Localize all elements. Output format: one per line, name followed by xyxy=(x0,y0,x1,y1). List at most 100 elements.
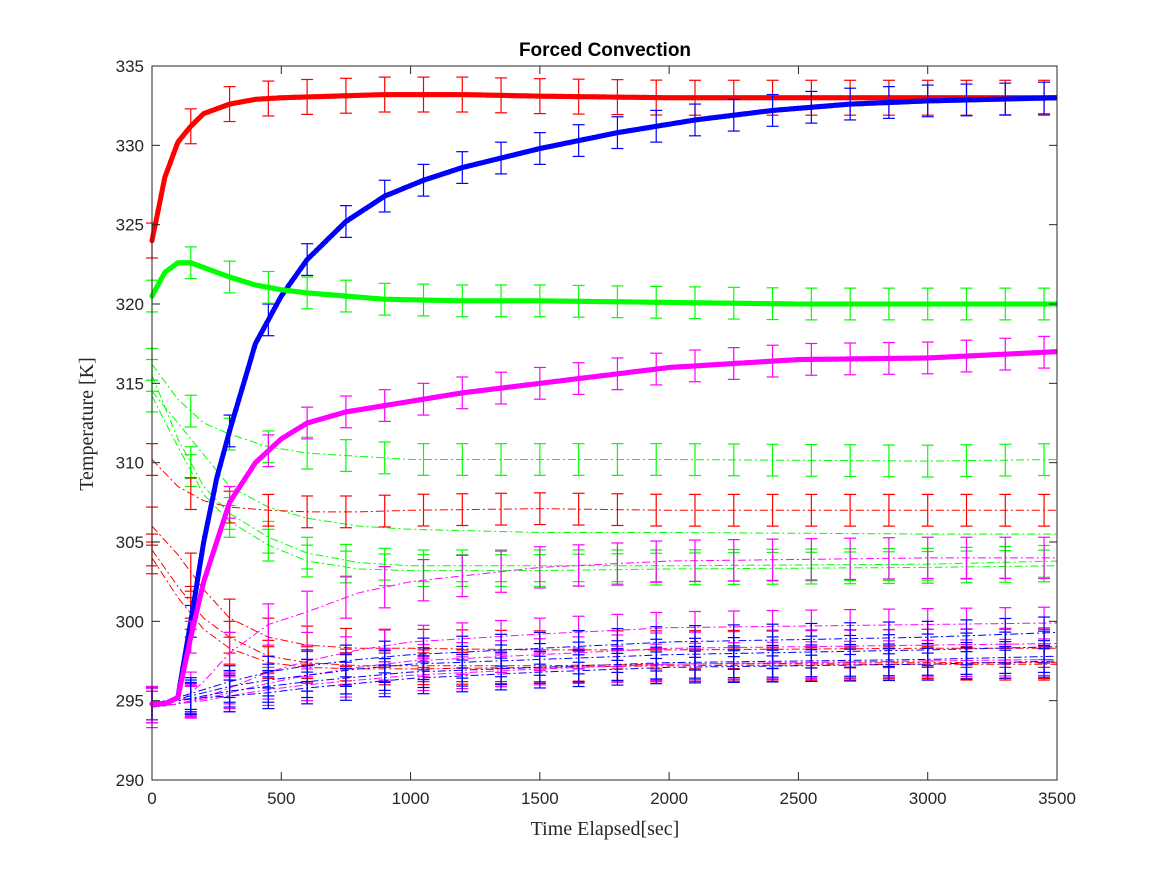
error-bar xyxy=(766,287,779,321)
data-point xyxy=(180,133,186,139)
error-bar xyxy=(339,495,352,529)
series-3 xyxy=(146,246,1058,321)
data-point xyxy=(208,503,214,510)
error-bar xyxy=(456,443,469,476)
series-line xyxy=(151,557,1057,670)
series-layer xyxy=(146,76,1058,729)
data-point xyxy=(248,466,254,472)
series-line xyxy=(151,375,1058,567)
data-point xyxy=(273,303,279,309)
x-tick-label: 3500 xyxy=(1038,789,1076,808)
data-point xyxy=(195,601,202,607)
error-bar xyxy=(572,284,585,318)
error-bar xyxy=(262,80,275,117)
error-bar xyxy=(184,620,197,654)
series-10 xyxy=(146,506,1057,670)
data-point xyxy=(279,292,285,298)
error-bar xyxy=(844,342,857,376)
series-2 xyxy=(146,81,1058,721)
error-bar xyxy=(844,87,857,121)
error-bar xyxy=(456,554,469,598)
error-bar xyxy=(611,116,624,150)
data-point xyxy=(245,365,251,371)
error-bar xyxy=(727,347,740,380)
error-bar xyxy=(533,546,546,589)
error-bar xyxy=(301,406,314,440)
data-point xyxy=(258,331,264,337)
data-point xyxy=(220,518,226,525)
error-bar xyxy=(301,276,314,310)
data-point xyxy=(152,287,158,293)
series-20 xyxy=(146,644,1058,721)
error-bar xyxy=(766,443,779,477)
error-bar xyxy=(378,179,391,213)
error-bar xyxy=(223,679,236,713)
x-tick-label: 2500 xyxy=(780,789,818,808)
error-bar xyxy=(882,444,895,478)
error-bar xyxy=(572,443,585,476)
error-bar xyxy=(572,654,585,688)
x-tick-label: 1000 xyxy=(392,789,430,808)
error-bar xyxy=(301,495,314,529)
data-point xyxy=(214,537,220,544)
series-line xyxy=(151,395,1057,572)
series-line xyxy=(151,655,1058,705)
error-bar xyxy=(689,650,701,684)
error-bar xyxy=(999,287,1012,321)
error-bar xyxy=(805,90,818,124)
data-point xyxy=(242,376,248,382)
error-bar xyxy=(417,559,430,602)
error-bar xyxy=(262,270,275,304)
series-6 xyxy=(151,390,1057,535)
y-tick-label: 320 xyxy=(116,295,144,314)
data-point xyxy=(174,142,180,148)
error-bar xyxy=(378,282,391,316)
error-bar xyxy=(572,78,585,115)
error-bar xyxy=(727,286,740,320)
error-bar xyxy=(999,493,1012,527)
error-bar xyxy=(882,341,895,375)
error-bar xyxy=(766,344,779,378)
error-bar xyxy=(417,283,430,317)
series-line xyxy=(151,525,1057,651)
error-bar xyxy=(727,443,740,477)
error-bar xyxy=(456,659,469,693)
error-bar xyxy=(766,493,779,527)
error-bar xyxy=(456,151,469,185)
error-bar xyxy=(417,163,430,197)
data-point xyxy=(205,566,211,572)
y-tick-label: 295 xyxy=(116,692,144,711)
series-line xyxy=(151,631,1058,705)
error-bar xyxy=(378,494,391,528)
data-point xyxy=(211,488,217,494)
data-point xyxy=(230,495,236,501)
data-point xyxy=(183,656,189,662)
data-point xyxy=(251,344,257,350)
data-point xyxy=(239,386,245,392)
series-line xyxy=(151,646,1058,705)
error-bar xyxy=(456,376,469,410)
data-point xyxy=(211,547,217,553)
data-point xyxy=(242,475,248,482)
error-bar xyxy=(184,394,197,428)
data-point xyxy=(220,451,226,457)
data-point xyxy=(168,159,174,165)
error-bar xyxy=(611,79,624,116)
error-bar xyxy=(456,493,469,527)
error-bar xyxy=(262,603,275,646)
error-bar xyxy=(805,342,818,376)
data-point xyxy=(310,250,316,257)
series-line xyxy=(151,557,1057,708)
data-point xyxy=(217,528,223,534)
series-line xyxy=(151,660,1058,705)
error-bar xyxy=(533,443,546,476)
data-point xyxy=(158,276,164,282)
data-point xyxy=(208,556,214,563)
error-bar xyxy=(572,544,585,587)
data-point xyxy=(158,192,164,198)
error-bar xyxy=(301,590,314,634)
error-bar xyxy=(301,243,314,277)
error-bar xyxy=(960,536,973,580)
error-bar xyxy=(1038,644,1051,678)
